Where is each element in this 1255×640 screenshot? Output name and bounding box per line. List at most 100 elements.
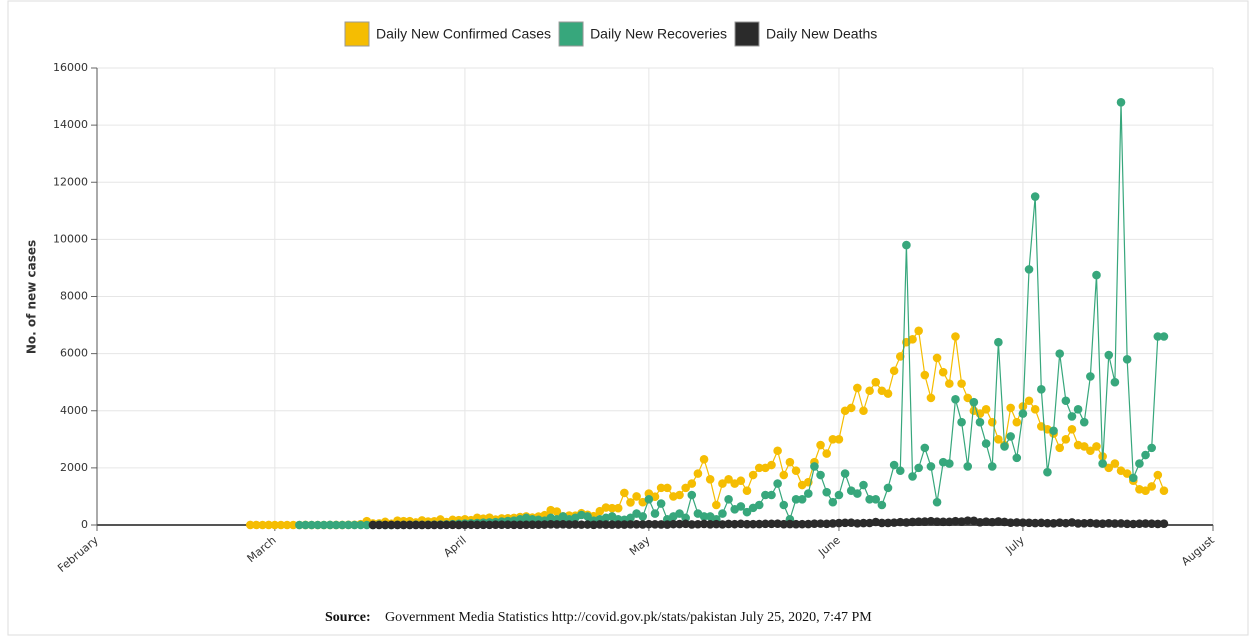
data-point <box>828 497 838 507</box>
data-point <box>1135 459 1144 468</box>
data-point <box>669 519 678 529</box>
data-point <box>479 520 488 530</box>
data-point <box>1141 519 1150 528</box>
data-point <box>748 470 758 480</box>
data-point <box>859 406 868 416</box>
data-point <box>1159 486 1169 496</box>
data-point <box>650 519 660 529</box>
data-point <box>865 494 874 504</box>
data-point <box>705 475 715 484</box>
data-point <box>411 520 421 530</box>
data-point <box>577 520 586 529</box>
data-point <box>466 520 476 530</box>
data-point <box>1116 519 1126 528</box>
data-point <box>307 520 316 530</box>
data-point <box>1159 519 1169 529</box>
data-point <box>368 520 378 530</box>
data-point <box>718 509 727 518</box>
data-point <box>797 494 807 504</box>
source-label: Source: <box>325 610 371 625</box>
data-point <box>828 435 838 444</box>
data-point <box>1079 442 1089 451</box>
legend-label: Daily New Recoveries <box>590 26 727 42</box>
data-point <box>785 457 795 467</box>
data-point <box>1079 518 1089 528</box>
data-point <box>963 516 973 525</box>
legend-label: Daily New Deaths <box>766 26 877 42</box>
data-point <box>938 517 948 527</box>
data-point <box>767 519 776 529</box>
data-point <box>920 443 930 453</box>
data-point <box>546 520 556 529</box>
data-point <box>1122 469 1132 478</box>
data-point <box>521 520 531 530</box>
data-point <box>380 520 390 530</box>
data-point <box>1012 518 1022 527</box>
data-point <box>938 367 948 377</box>
data-point <box>1153 470 1163 480</box>
data-point <box>509 520 519 530</box>
data-point <box>797 519 807 529</box>
data-point <box>288 520 298 530</box>
data-point <box>883 518 893 528</box>
data-point <box>1098 519 1107 529</box>
data-point <box>607 503 617 513</box>
data-point <box>859 480 868 490</box>
data-point <box>693 519 703 529</box>
data-point <box>687 520 697 529</box>
data-point <box>810 519 819 528</box>
data-point <box>1018 409 1028 418</box>
data-point <box>491 520 500 529</box>
data-point <box>626 520 635 529</box>
data-point <box>718 520 727 529</box>
data-point <box>699 512 709 521</box>
data-point <box>613 520 623 529</box>
data-point <box>951 395 960 404</box>
data-point <box>1006 432 1015 441</box>
data-point <box>552 520 562 529</box>
data-point <box>803 519 813 529</box>
data-point <box>472 520 482 530</box>
data-point <box>638 520 648 529</box>
data-point <box>736 476 746 486</box>
data-point <box>393 520 402 530</box>
data-point <box>1073 405 1083 414</box>
data-point <box>822 449 831 458</box>
data-point <box>1110 377 1120 387</box>
data-point <box>822 487 831 497</box>
data-point <box>252 520 261 530</box>
data-point <box>626 498 635 507</box>
data-point <box>515 520 525 530</box>
data-point <box>932 497 942 507</box>
data-point <box>1086 446 1095 456</box>
data-point <box>785 519 795 529</box>
data-point <box>687 490 697 500</box>
data-point <box>846 403 856 413</box>
data-point <box>570 520 580 529</box>
data-point <box>1006 518 1015 528</box>
data-point <box>871 494 881 504</box>
data-point <box>325 520 335 530</box>
data-point <box>1092 270 1101 280</box>
data-point <box>981 439 991 448</box>
data-point <box>889 518 899 527</box>
data-point <box>712 500 721 510</box>
data-point <box>767 490 776 500</box>
data-point <box>1092 519 1101 528</box>
y-tick-label: 14000 <box>53 118 88 131</box>
data-point <box>540 520 549 529</box>
data-point <box>779 470 789 480</box>
data-point <box>712 519 721 529</box>
data-point <box>270 520 280 530</box>
data-point <box>883 483 893 493</box>
data-point <box>534 520 543 530</box>
data-point <box>644 519 654 529</box>
data-point <box>374 520 384 530</box>
data-point <box>454 520 464 530</box>
data-point <box>908 517 917 527</box>
data-point <box>761 490 770 500</box>
data-point <box>1128 473 1138 483</box>
data-point <box>736 502 746 511</box>
legend: Daily New Confirmed Cases Daily New Recov… <box>344 21 877 47</box>
